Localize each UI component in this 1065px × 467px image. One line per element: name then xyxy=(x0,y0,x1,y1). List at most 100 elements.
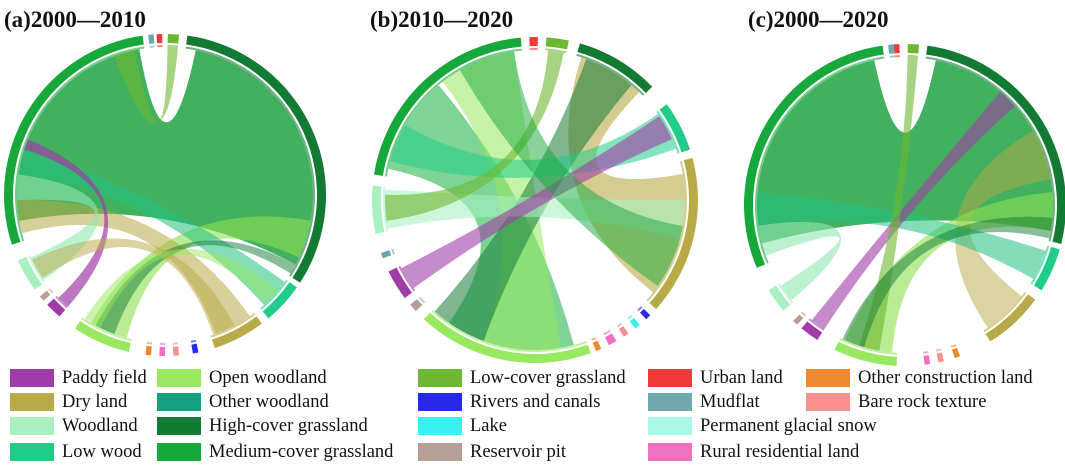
arc-rural-residential-land xyxy=(923,355,931,365)
legend-item-low-cover-grassland: Low-cover grassland xyxy=(418,367,626,389)
arc-bare-rock-texture xyxy=(618,326,629,337)
arc-urban-land xyxy=(893,44,900,54)
arc-open-woodland xyxy=(834,341,898,366)
legend-swatch xyxy=(157,417,201,435)
inner-arc-rural-residential-land xyxy=(603,329,611,336)
arc-high-cover-grassland xyxy=(186,35,326,283)
inner-arc-low-cover-grassland xyxy=(907,55,919,58)
arc-urban-land xyxy=(529,36,538,47)
inner-arc-mudflat xyxy=(391,248,395,255)
legend-swatch xyxy=(648,393,692,411)
inner-arc-paddy-field xyxy=(808,318,825,331)
panel-title-b: (b)2010—2020 xyxy=(370,7,513,32)
legend-label: Rural residential land xyxy=(700,441,860,462)
arc-dry-land xyxy=(649,157,698,310)
inner-arc-urban-land xyxy=(157,45,163,48)
panel-title-c: (c)2000—2020 xyxy=(748,7,889,32)
legend-label: Woodland xyxy=(62,415,138,436)
legend-label: Rivers and canals xyxy=(470,391,601,412)
legend-item-urban-land: Urban land xyxy=(648,367,783,389)
arc-medium-cover-grassland xyxy=(744,45,884,268)
legend-swatch xyxy=(10,443,54,461)
inner-arc-mudflat xyxy=(889,55,895,58)
inner-arc-low-cover-grassland xyxy=(167,45,179,48)
inner-arc-lake xyxy=(627,314,633,320)
inner-arc-bare-rock-texture xyxy=(616,322,623,328)
arc-bare-rock-texture xyxy=(936,352,944,363)
legend-label: Open woodland xyxy=(209,367,327,388)
chord-panel-b: (b)2010—2020 xyxy=(370,7,698,363)
legend-swatch xyxy=(648,417,692,435)
flow-ribbon-paddy-field-to-high-cover-grassland xyxy=(811,91,1015,330)
inner-arc-dry-land xyxy=(983,291,1027,333)
flow-ribbon-woodland-to-medium-cover-grassland xyxy=(16,174,99,280)
arc-low-wood xyxy=(1033,246,1060,291)
legend-label: Other woodland xyxy=(209,391,329,412)
legend-swatch xyxy=(10,393,54,411)
legend-label: Reservoir pit xyxy=(470,441,567,462)
legend-swatch xyxy=(418,393,462,411)
legend-label: Lake xyxy=(470,415,507,436)
inner-arc-open-woodland xyxy=(81,317,132,342)
legend-item-mudflat: Mudflat xyxy=(648,391,760,413)
arc-reservoir-pit xyxy=(39,290,51,301)
inner-arc-reservoir-pit xyxy=(48,288,54,294)
legend-item-high-cover-grassland: High-cover grassland xyxy=(157,415,368,437)
legend-item-lake: Lake xyxy=(418,415,507,437)
inner-arc-rivers-and-canals xyxy=(190,339,197,343)
legend-label: Urban land xyxy=(700,367,783,388)
legend-item-low-wood: Low wood xyxy=(10,441,142,463)
arc-other-construction-land xyxy=(592,340,602,352)
arc-dry-land xyxy=(211,316,262,349)
arc-woodland xyxy=(372,185,385,234)
inner-arc-open-woodland xyxy=(839,338,898,355)
arc-open-woodland xyxy=(423,312,591,363)
flow-ribbon-dry-land-to-high-cover-grassland xyxy=(955,131,1051,328)
legend-label: Low-cover grassland xyxy=(470,367,626,388)
flow-ribbon-high-cover-grassland-to-open-woodland xyxy=(842,216,1053,348)
arc-paddy-field xyxy=(801,321,823,341)
legend-swatch xyxy=(10,369,54,387)
inner-arc-woodland xyxy=(383,186,389,232)
arc-high-cover-grassland xyxy=(577,43,653,94)
arc-dry-land xyxy=(985,294,1036,342)
inner-arc-low-cover-grassland xyxy=(545,48,567,54)
inner-arc-low-wood xyxy=(1030,245,1050,285)
inner-arc-low-wood xyxy=(656,110,680,154)
legend-swatch xyxy=(648,369,692,387)
arc-rivers-and-canals xyxy=(640,308,651,320)
legend: Paddy field Dry land Woodland Low wood Open … xyxy=(0,364,1065,467)
legend-label: Bare rock texture xyxy=(858,391,987,412)
legend-label: High-cover grassland xyxy=(209,415,368,436)
inner-arc-other-construction-land xyxy=(591,337,597,341)
legend-item-woodland: Woodland xyxy=(10,415,138,437)
arc-woodland xyxy=(768,285,791,311)
legend-label: Dry land xyxy=(62,391,128,412)
inner-arc-woodland xyxy=(777,283,794,304)
legend-label: Low wood xyxy=(62,441,142,462)
inner-arc-medium-cover-grassland xyxy=(384,48,522,177)
inner-arc-paddy-field xyxy=(55,295,68,309)
arc-low-cover-grassland xyxy=(167,34,180,44)
chord-panel-c: (c)2000—2020 xyxy=(744,7,1065,366)
arc-low-wood xyxy=(659,104,691,153)
chord-panel-a: (a)2000—2010 xyxy=(3,7,326,356)
arc-reservoir-pit xyxy=(793,314,804,325)
legend-item-rivers-and-canals: Rivers and canals xyxy=(418,391,601,413)
legend-item-open-woodland: Open woodland xyxy=(157,367,327,389)
arc-medium-cover-grassland xyxy=(374,37,522,176)
inner-arc-bare-rock-texture xyxy=(172,342,179,345)
legend-swatch xyxy=(157,393,201,411)
arc-lake xyxy=(629,317,640,329)
arc-paddy-field xyxy=(388,267,413,299)
flow-ribbon-dry-land-to-woodland xyxy=(31,238,235,335)
legend-swatch xyxy=(418,417,462,435)
flow-ribbon-low-cover-grassland-to-open-woodland xyxy=(859,57,918,351)
inner-arc-urban-land xyxy=(894,55,900,58)
inner-arc-mudflat xyxy=(149,45,155,48)
inner-arc-rural-residential-land xyxy=(159,342,165,345)
arc-bare-rock-texture xyxy=(172,346,180,356)
arc-rivers-and-canals xyxy=(191,343,199,354)
panel-title-a: (a)2000—2010 xyxy=(4,7,146,32)
arc-other-construction-land xyxy=(145,345,152,356)
